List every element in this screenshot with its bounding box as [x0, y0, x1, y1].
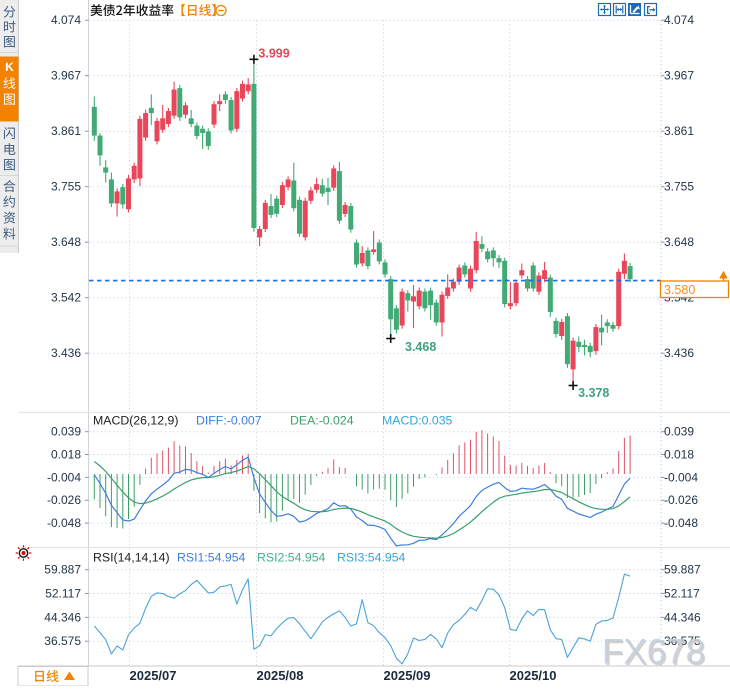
svg-text:0.039: 0.039 — [51, 425, 81, 439]
svg-text:3.648: 3.648 — [664, 235, 694, 249]
svg-text:3.436: 3.436 — [51, 346, 81, 360]
svg-text:2025/07: 2025/07 — [130, 668, 177, 683]
svg-text:DEA:-0.024: DEA:-0.024 — [290, 414, 354, 428]
svg-text:-0.026: -0.026 — [47, 493, 81, 507]
svg-text:36.575: 36.575 — [44, 634, 81, 648]
svg-text:K: K — [5, 60, 14, 74]
svg-text:36.575: 36.575 — [664, 634, 701, 648]
svg-text:RSI1:54.954: RSI1:54.954 — [177, 551, 246, 565]
svg-text:3.648: 3.648 — [51, 235, 81, 249]
svg-text:4.074: 4.074 — [664, 13, 694, 27]
svg-text:3.967: 3.967 — [664, 69, 694, 83]
svg-text:52.117: 52.117 — [664, 587, 700, 601]
svg-text:2025/09: 2025/09 — [384, 668, 431, 683]
svg-text:-0.004: -0.004 — [664, 470, 698, 484]
svg-text:MACD(26,12,9): MACD(26,12,9) — [93, 414, 178, 428]
svg-text:DIFF:-0.007: DIFF:-0.007 — [196, 414, 262, 428]
svg-text:FX678: FX678 — [602, 633, 705, 672]
svg-text:3.755: 3.755 — [664, 180, 694, 194]
svg-text:-0.048: -0.048 — [47, 516, 81, 530]
svg-text:44.346: 44.346 — [664, 610, 701, 624]
svg-text:0.018: 0.018 — [51, 448, 81, 462]
svg-text:4.074: 4.074 — [51, 13, 81, 27]
svg-text:0.018: 0.018 — [664, 448, 694, 462]
svg-text:3.999: 3.999 — [258, 47, 289, 61]
svg-text:3.542: 3.542 — [51, 291, 81, 305]
svg-text:-0.026: -0.026 — [664, 493, 698, 507]
svg-text:3.967: 3.967 — [51, 69, 81, 83]
svg-text:3.580: 3.580 — [664, 283, 695, 297]
svg-text:RSI(14,14,14): RSI(14,14,14) — [93, 551, 170, 565]
svg-text:FX678: FX678 — [604, 634, 707, 673]
svg-text:59.887: 59.887 — [44, 563, 81, 577]
svg-text:RSI3:54.954: RSI3:54.954 — [337, 551, 406, 565]
svg-text:2025/08: 2025/08 — [257, 668, 304, 683]
svg-text:-0.004: -0.004 — [47, 470, 81, 484]
svg-text:3.861: 3.861 — [664, 124, 694, 138]
svg-text:3.861: 3.861 — [51, 124, 81, 138]
svg-text:3.436: 3.436 — [664, 346, 694, 360]
svg-text:0.039: 0.039 — [664, 425, 694, 439]
svg-text:2025/10: 2025/10 — [510, 668, 557, 683]
svg-text:59.887: 59.887 — [664, 563, 701, 577]
svg-text:44.346: 44.346 — [44, 610, 81, 624]
svg-text:MACD:0.035: MACD:0.035 — [382, 414, 453, 428]
svg-text:3.468: 3.468 — [405, 340, 436, 354]
svg-text:3.755: 3.755 — [51, 180, 81, 194]
svg-text:RSI2:54.954: RSI2:54.954 — [257, 551, 326, 565]
svg-text:52.117: 52.117 — [45, 587, 81, 601]
svg-text:-0.048: -0.048 — [664, 516, 698, 530]
svg-text:3.378: 3.378 — [578, 386, 609, 400]
